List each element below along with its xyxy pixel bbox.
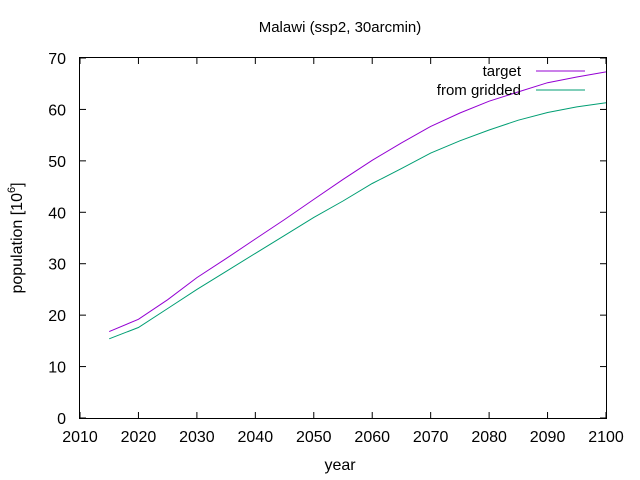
- legend-label: from gridded: [437, 82, 521, 99]
- x-tick-label: 2030: [179, 429, 215, 446]
- y-axis-title-suffix: ]: [9, 182, 26, 186]
- x-axis: 2010 2020 2030 2040 2050 2060 2070 2080 2090 2100: [62, 58, 624, 446]
- x-tick-label: 2090: [530, 429, 566, 446]
- y-tick-label: 0: [57, 411, 66, 428]
- x-tick-label: 2050: [296, 429, 332, 446]
- x-axis-title: year: [324, 457, 356, 474]
- x-tick-label: 2010: [62, 429, 98, 446]
- legend-label: target: [483, 63, 522, 80]
- y-tick-label: 70: [48, 51, 66, 68]
- x-tick-label: 2020: [121, 429, 157, 446]
- legend: target from gridded: [437, 63, 585, 99]
- plot-area-frame: [79, 57, 607, 419]
- x-tick-label: 2040: [238, 429, 274, 446]
- y-tick-label: 30: [48, 257, 66, 274]
- x-tick-label: 2060: [354, 429, 390, 446]
- x-tick-label: 2100: [588, 429, 624, 446]
- x-tick-label: 2080: [471, 429, 507, 446]
- y-tick-label: 20: [48, 308, 66, 325]
- series-line-from-gridded: [109, 102, 607, 340]
- y-axis-title: population [106]: [6, 182, 26, 293]
- series-layer: [109, 71, 607, 340]
- y-tick-label: 50: [48, 154, 66, 171]
- x-tick-label: 2070: [413, 429, 449, 446]
- y-tick-label: 40: [48, 205, 66, 222]
- y-axis: 0 10 20 30 40 50 60 70: [48, 51, 606, 428]
- series-line-target: [109, 71, 607, 333]
- y-axis-title-exponent: 6: [6, 187, 18, 193]
- y-axis-title-prefix: population [10: [9, 193, 26, 294]
- y-tick-label: 10: [48, 360, 66, 377]
- chart-title: Malawi (ssp2, 30arcmin): [259, 19, 422, 36]
- y-tick-label: 60: [48, 102, 66, 119]
